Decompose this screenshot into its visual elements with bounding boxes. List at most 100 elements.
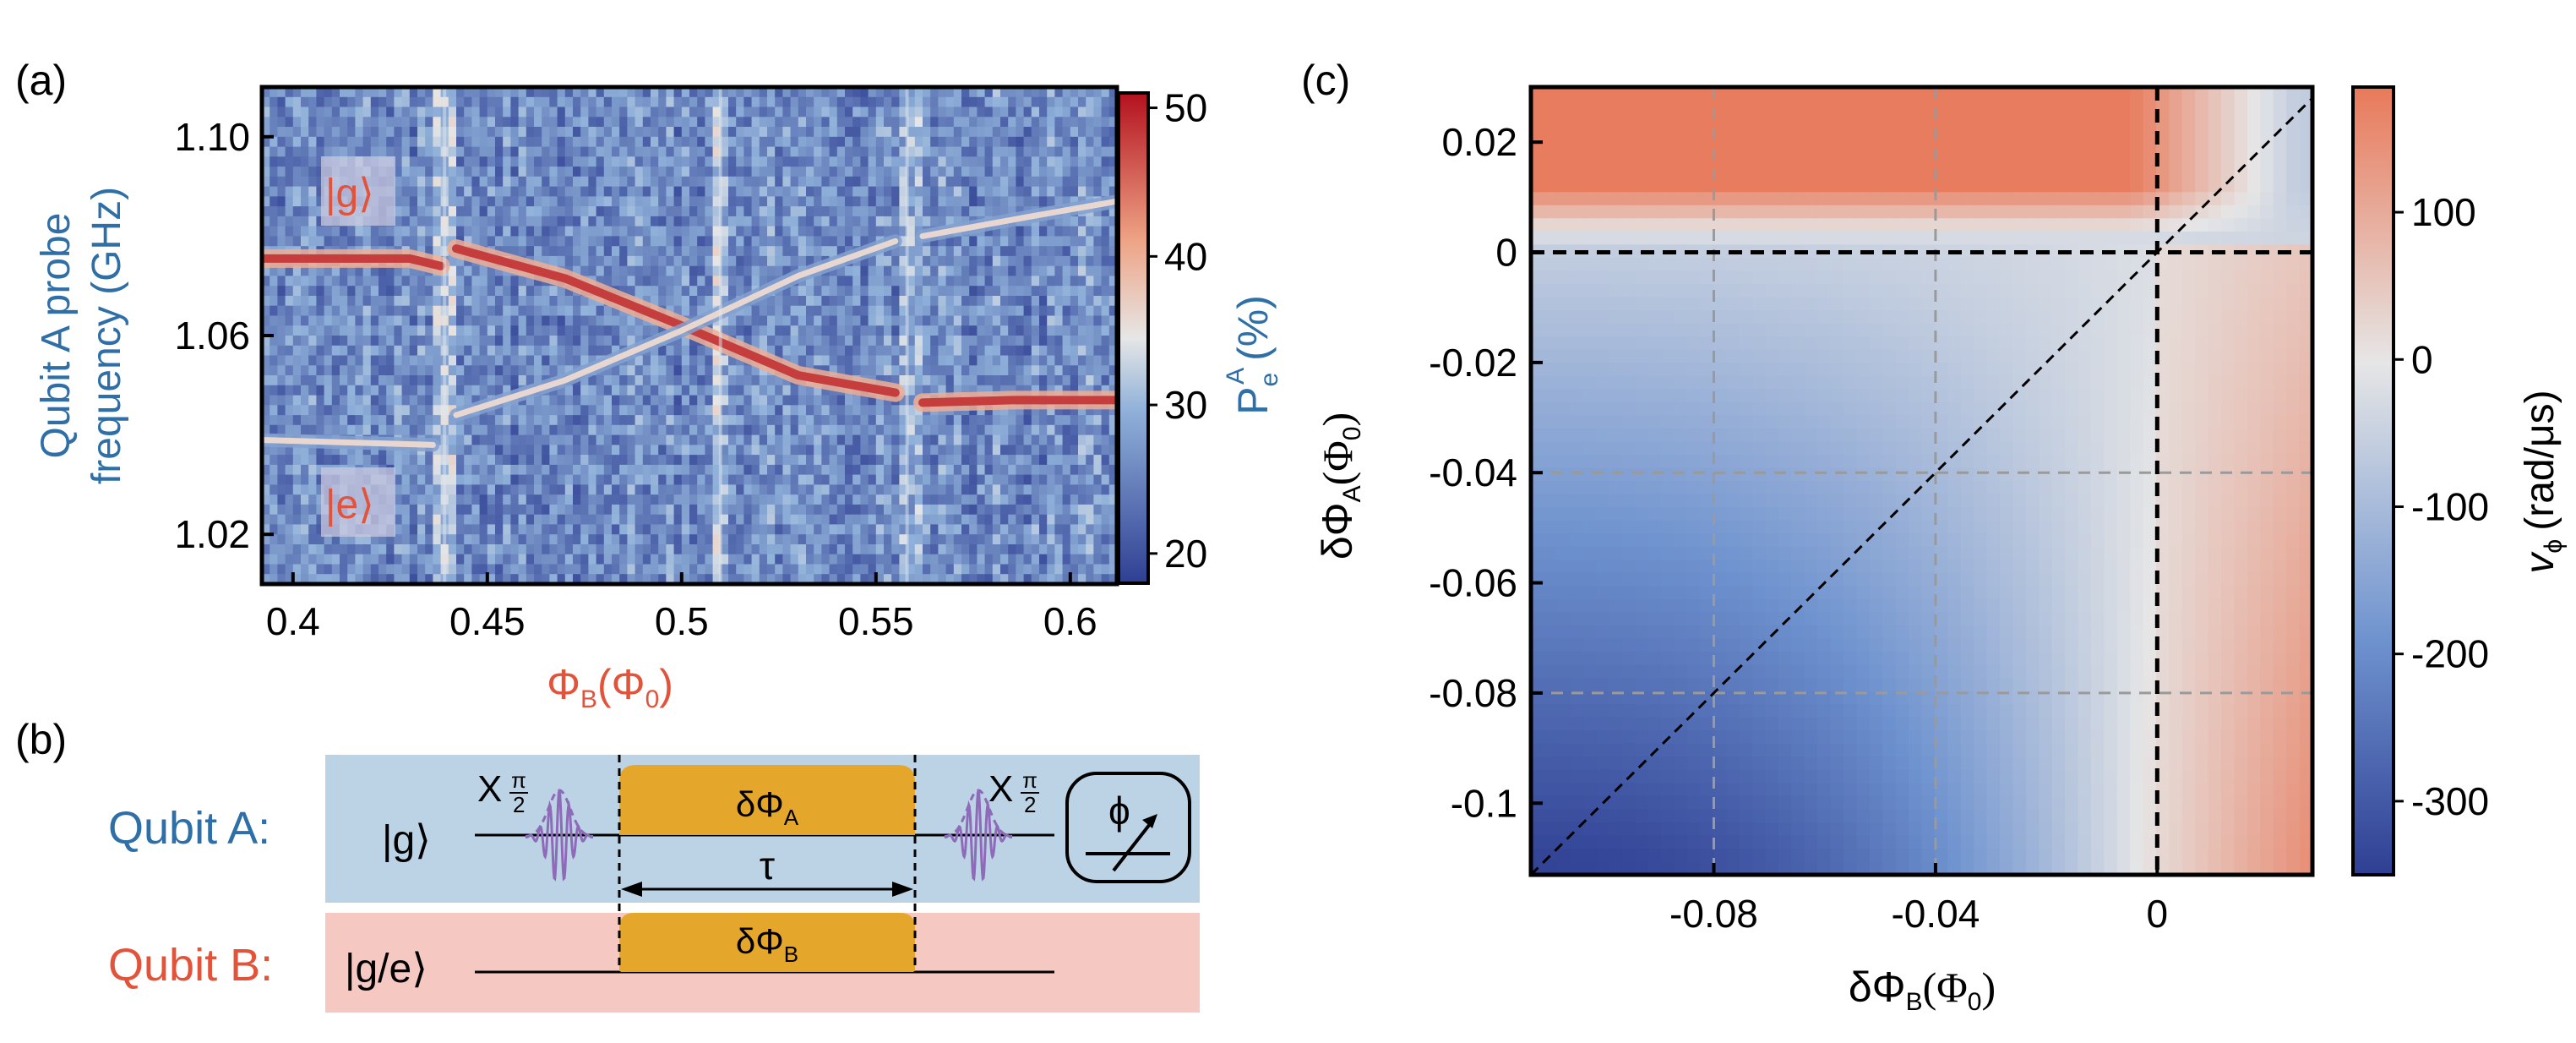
spectro-cell — [938, 246, 947, 257]
spectro-cell — [487, 345, 496, 357]
spectro-cell — [580, 296, 590, 307]
spectro-cell — [262, 296, 270, 307]
spectro-cell — [969, 296, 978, 307]
spectro-cell — [705, 186, 714, 198]
spectro-cell — [316, 385, 325, 396]
spectro-cell — [456, 305, 465, 317]
spectro-cell — [425, 206, 434, 217]
spectro-cell — [588, 484, 597, 495]
spectro-cell — [285, 226, 294, 238]
spectro-cell — [409, 127, 418, 138]
spectro-cell — [930, 355, 939, 367]
spectro-cell — [448, 385, 457, 396]
spectro-cell — [612, 336, 620, 347]
spectro-cell — [301, 216, 309, 227]
spectro-cell — [977, 375, 986, 386]
spectro-cell — [977, 167, 986, 177]
spectro-cell — [549, 345, 558, 357]
spectro-cell — [666, 405, 675, 416]
spectro-cell — [619, 534, 629, 545]
spectro-cell — [479, 434, 488, 446]
spectro-cell — [814, 276, 823, 287]
spectro-cell — [814, 385, 823, 396]
spectro-cell — [464, 395, 473, 407]
spectro-cell — [907, 296, 916, 307]
spectro-cell — [712, 255, 722, 267]
spectro-cell — [542, 455, 551, 466]
spectro-cell — [806, 355, 814, 367]
spectro-cell — [471, 424, 481, 436]
spectro-cell — [914, 96, 923, 108]
spectro-cell — [292, 236, 302, 247]
spectro-cell — [914, 365, 923, 376]
spectro-cell — [394, 265, 403, 277]
spectro-cell — [1000, 96, 1009, 108]
spectro-cell — [612, 524, 620, 535]
spectro-cell — [1016, 96, 1025, 108]
spectro-cell — [285, 564, 294, 576]
spectro-cell — [456, 206, 465, 217]
spectro-cell — [751, 445, 760, 456]
spectro-cell — [984, 385, 994, 396]
spectro-cell — [285, 464, 294, 476]
spectro-cell — [370, 106, 379, 118]
spectro-cell — [673, 464, 683, 476]
spectro-cell — [277, 127, 286, 138]
spectro-cell — [658, 415, 667, 426]
spectro-cell — [292, 336, 302, 347]
spectro-cell — [1023, 296, 1032, 307]
spectro-cell — [503, 206, 512, 217]
spectro-cell — [689, 554, 698, 565]
spectro-cell — [417, 504, 426, 516]
spectro-cell — [736, 315, 745, 327]
spectro-cell — [845, 345, 853, 357]
spectro-cell — [673, 395, 683, 407]
spectro-cell — [316, 196, 325, 207]
spectro-cell — [542, 296, 551, 307]
spectro-cell — [417, 574, 426, 584]
spectro-cell — [627, 474, 636, 486]
spectro-cell — [340, 117, 348, 128]
spectro-cell — [884, 226, 892, 238]
spectro-cell — [923, 255, 931, 267]
spectro-cell — [1016, 544, 1025, 555]
spectro-cell — [270, 345, 279, 357]
spectro-cell — [992, 534, 1001, 545]
spectro-cell — [969, 127, 978, 138]
spectro-cell — [340, 455, 348, 466]
spectro-cell — [627, 216, 636, 227]
spectro-cell — [401, 554, 411, 565]
spectro-cell — [875, 524, 885, 535]
spectro-cell — [588, 176, 597, 188]
spectro-cell — [549, 127, 558, 138]
spectro-cell — [417, 375, 426, 386]
spectro-cell — [689, 216, 698, 227]
spectro-cell — [992, 156, 1001, 167]
spectro-cell — [619, 375, 629, 386]
spectro-cell — [448, 305, 457, 317]
spectro-cell — [534, 156, 542, 167]
spectro-cell — [899, 544, 908, 555]
spectro-cell — [697, 524, 706, 535]
spectro-cell — [673, 524, 683, 535]
spectro-cell — [891, 265, 901, 277]
spectro-cell — [907, 156, 916, 167]
spectro-cell — [417, 385, 426, 396]
spectro-cell — [340, 96, 348, 108]
spectro-cell — [992, 226, 1001, 238]
spectro-cell — [658, 296, 667, 307]
spectro-cell — [564, 405, 574, 416]
spectro-cell — [923, 196, 931, 207]
spectro-cell — [992, 286, 1001, 297]
spectro-cell — [292, 305, 302, 317]
spectro-cell — [681, 514, 690, 526]
spectro-cell — [1023, 375, 1032, 386]
spectro-cell — [705, 474, 714, 486]
spectro-cell — [658, 395, 667, 407]
spectro-cell — [534, 276, 542, 287]
spectro-cell — [518, 415, 527, 426]
spectro-cell — [751, 176, 760, 188]
spectro-cell — [945, 534, 955, 545]
spectro-cell — [806, 246, 814, 257]
spectro-cell — [362, 544, 372, 555]
